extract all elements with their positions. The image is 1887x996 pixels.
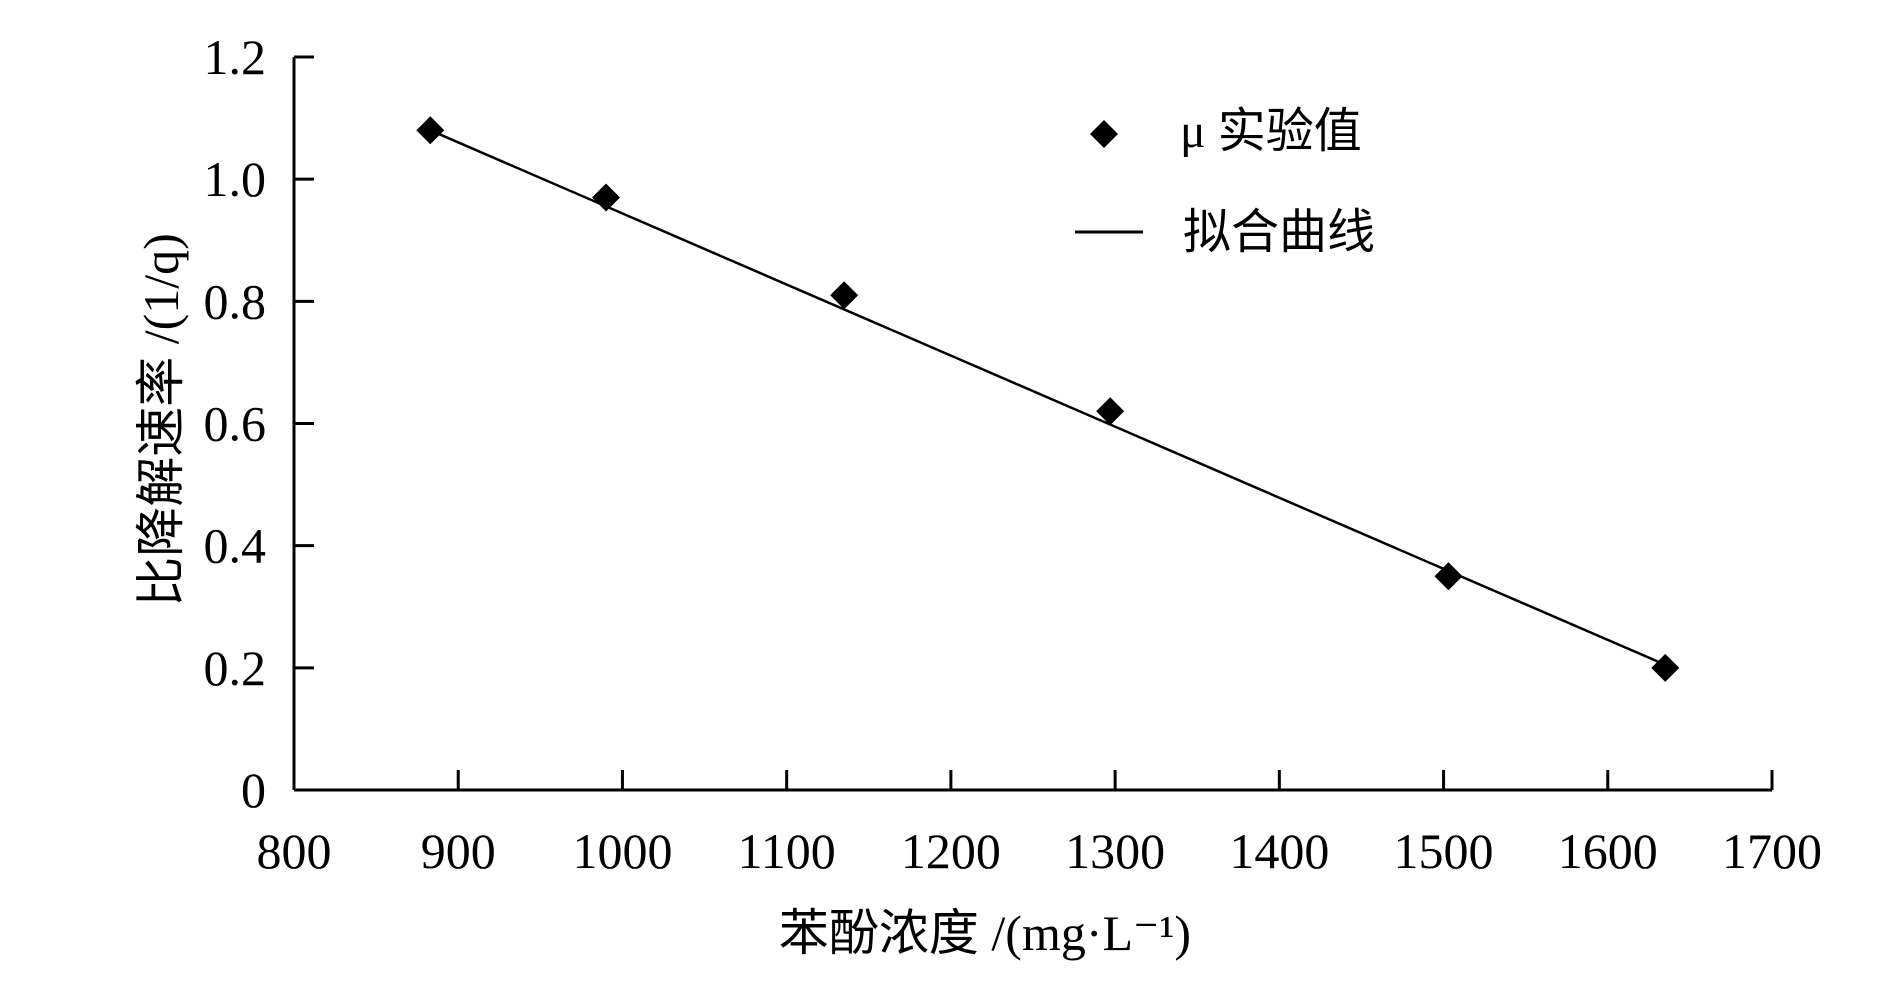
x-tick-label: 1100 [738,823,836,879]
x-axis-label: 苯酚浓度 /(mg·L⁻¹) [779,905,1191,961]
legend-label-experimental: μ 实验值 [1180,105,1362,158]
y-axis-label: 比降解速率 /(1/q) [133,233,189,607]
x-tick-label: 900 [421,823,496,879]
data-point-diamond [1096,397,1125,426]
y-tick-label: 0.6 [204,396,267,452]
y-tick-label: 1.2 [204,29,267,85]
y-tick-label: 0.2 [204,640,267,696]
x-tick-label: 1500 [1394,823,1494,879]
x-tick-label: 1700 [1722,823,1822,879]
data-point-diamond [416,116,445,145]
y-tick-label: 1.0 [204,151,267,207]
x-tick-label: 1300 [1065,823,1165,879]
y-tick-label: 0.4 [204,518,267,574]
x-tick-label: 1200 [901,823,1001,879]
legend-label-fit: 拟合曲线 [1183,206,1375,259]
data-point-diamond [1434,562,1463,591]
y-tick-label: 0.8 [204,273,267,329]
data-marks [416,116,1680,682]
x-tick-label: 1000 [572,823,672,879]
x-tick-label: 1400 [1229,823,1329,879]
axes [292,55,1774,792]
tick-labels: 800 900 1000 1100 1200 1300 1400 1500 1600 1700 0 0… [204,29,1823,879]
x-tick-label: 800 [257,823,332,879]
x-tick-label: 1600 [1558,823,1658,879]
data-point-diamond [1651,653,1680,682]
legend-diamond-marker [1090,120,1118,148]
data-point-diamond [592,183,621,212]
legend: μ 实验值 拟合曲线 [1075,105,1375,259]
data-point-diamond [830,281,859,310]
fit-line [429,129,1666,666]
y-tick-label: 0 [241,762,266,818]
